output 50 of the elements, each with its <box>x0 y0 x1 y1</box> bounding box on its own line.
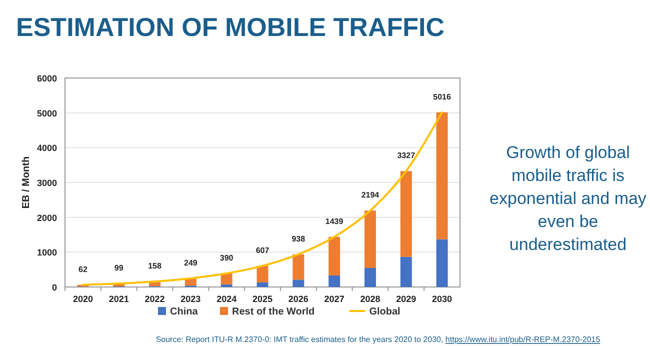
bar <box>328 276 340 287</box>
x-tick-label: 2029 <box>396 294 416 304</box>
x-tick-label: 2027 <box>324 294 344 304</box>
total-label: 249 <box>184 258 198 268</box>
x-tick-label: 2030 <box>432 294 452 304</box>
total-label: 158 <box>148 261 162 270</box>
bar <box>364 210 376 268</box>
total-label: 99 <box>114 264 124 273</box>
x-tick-label: 2021 <box>108 294 129 304</box>
bar <box>436 239 448 287</box>
total-label: 1439 <box>325 216 344 226</box>
x-tick-label: 2020 <box>72 294 93 304</box>
x-tick-label: 2028 <box>360 294 380 304</box>
total-label: 62 <box>78 264 88 274</box>
y-tick-label: 0 <box>52 282 57 292</box>
x-tick-label: 2023 <box>180 294 201 304</box>
chart-title: ESTIMATION OF MOBILE TRAFFIC <box>16 12 445 42</box>
x-tick-label: 2025 <box>252 294 273 304</box>
bar <box>400 171 412 257</box>
x-tick-label: 2026 <box>288 294 308 304</box>
bar <box>220 273 232 284</box>
legend-label: Global <box>369 306 401 318</box>
total-label: 938 <box>292 234 306 244</box>
bar <box>292 254 304 280</box>
total-label: 390 <box>220 253 234 262</box>
legend-label: China <box>170 306 198 318</box>
x-tick-label: 2024 <box>216 294 237 304</box>
y-tick-label: 6000 <box>36 74 57 84</box>
bar <box>400 256 412 287</box>
bar <box>220 284 232 287</box>
total-label: 2194 <box>361 190 380 200</box>
y-tick-label: 3000 <box>36 178 57 188</box>
bar <box>436 112 448 240</box>
total-label: 607 <box>256 246 270 255</box>
bar <box>256 282 268 287</box>
y-tick-label: 2000 <box>36 212 57 223</box>
bar <box>328 236 340 276</box>
y-tick-label: 1000 <box>36 248 57 258</box>
legend-label: Rest of the World <box>232 306 315 318</box>
source-note: Source: Report ITU-R M.2370-0: IMT traffic estimates for the years 2020 to 2030, https://www.itu.int/pub/R-REP-M.2370-2015 <box>156 335 601 344</box>
bar <box>364 268 376 287</box>
y-axis-title: EB / Month <box>21 156 32 209</box>
x-tick-label: 2022 <box>144 294 165 304</box>
bar <box>292 280 304 287</box>
y-tick-label: 4000 <box>36 143 57 154</box>
bar <box>256 266 268 282</box>
total-label: 3327 <box>397 151 416 160</box>
text: Growth of global mobile traffic is exponential and may even be underestimated <box>490 143 647 254</box>
total-label: 5016 <box>433 92 452 102</box>
y-tick-label: 5000 <box>36 108 57 118</box>
